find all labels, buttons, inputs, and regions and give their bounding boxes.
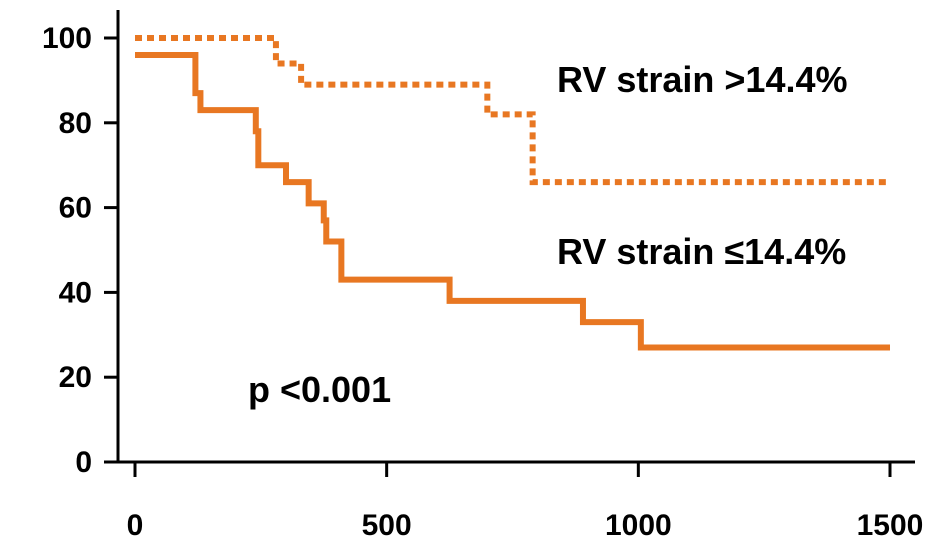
annotation-group: RV strain >14.4% RV strain ≤14.4% p <0.0… bbox=[248, 59, 848, 410]
series-label-rv-strain-high: RV strain >14.4% bbox=[557, 59, 848, 100]
y-tick-label: 40 bbox=[59, 276, 92, 309]
series-line-rv-strain-high bbox=[135, 35, 890, 186]
p-value-annotation: p <0.001 bbox=[248, 369, 391, 410]
series-group bbox=[135, 35, 890, 351]
y-tick-label: 80 bbox=[59, 107, 92, 140]
y-tick-label: 100 bbox=[42, 22, 92, 55]
x-tick-label: 0 bbox=[127, 509, 144, 542]
y-tick-label: 20 bbox=[59, 361, 92, 394]
series-label-rv-strain-low: RV strain ≤14.4% bbox=[557, 231, 846, 272]
y-tick-label: 0 bbox=[75, 446, 92, 479]
y-tick-label: 60 bbox=[59, 192, 92, 225]
x-tick-label: 1500 bbox=[857, 509, 924, 542]
x-tick-label: 500 bbox=[362, 509, 412, 542]
axes bbox=[116, 10, 915, 464]
x-tick-label: 1000 bbox=[605, 509, 672, 542]
series-line-rv-strain-low bbox=[135, 51, 890, 351]
